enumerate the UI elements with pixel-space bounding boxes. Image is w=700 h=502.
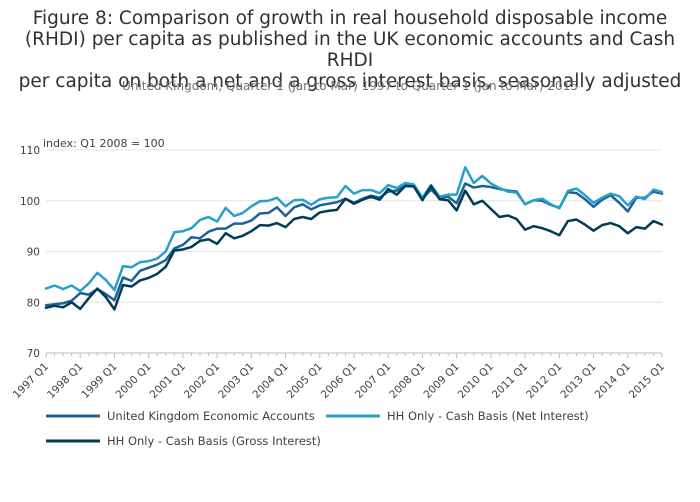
legend-item-2: HH Only - Cash Basis (Net Interest) — [326, 409, 589, 423]
x-tick-label: 2000 Q1 — [113, 361, 153, 401]
chart-title-line-3: per capita on both a net and a gross int… — [18, 71, 682, 92]
y-tick-label: 110 — [20, 145, 40, 157]
x-tick-label: 2006 Q1 — [319, 361, 359, 401]
x-tick-label: 2002 Q1 — [182, 361, 222, 401]
series-lines — [44, 166, 664, 311]
x-tick-label: 2009 Q1 — [421, 361, 461, 401]
chart-title: Figure 8: Comparison of growth in real h… — [0, 8, 700, 92]
x-tick-label: 2012 Q1 — [524, 361, 564, 401]
y-tick-label: 90 — [27, 247, 40, 259]
chart-title-line-1: Figure 8: Comparison of growth in real h… — [32, 8, 668, 29]
series-line-3 — [44, 184, 664, 311]
x-tick-label: 2010 Q1 — [456, 361, 496, 401]
x-tick-label: 2015 Q1 — [627, 361, 667, 401]
chart-subtitle: United Kingdom, Quarter 1 (Jan to Mar) 1… — [122, 79, 578, 93]
legend-label: HH Only - Cash Basis (Gross Interest) — [107, 434, 321, 448]
x-tick-label: 2007 Q1 — [353, 361, 393, 401]
legend-item-1: United Kingdom Economic Accounts — [46, 409, 315, 423]
series-line-2 — [44, 166, 664, 293]
chart-title-line-2: (RHDI) per capita as published in the UK… — [24, 29, 676, 71]
y-tick-label: 100 — [20, 196, 40, 208]
series-line-1 — [44, 182, 664, 307]
legend-label: United Kingdom Economic Accounts — [107, 409, 315, 423]
legend-label: HH Only - Cash Basis (Net Interest) — [387, 409, 589, 423]
gridlines — [46, 149, 662, 354]
x-tick-label: 2011 Q1 — [490, 361, 530, 401]
x-tick-label: 1999 Q1 — [79, 361, 119, 401]
x-tick-label: 1997 Q1 — [11, 361, 51, 401]
x-tick-label: 2013 Q1 — [558, 361, 598, 401]
legend-item-3: HH Only - Cash Basis (Gross Interest) — [46, 434, 321, 448]
x-tick-label: 2008 Q1 — [387, 361, 427, 401]
x-tick-label: 2004 Q1 — [250, 361, 290, 401]
x-tick-label: 2003 Q1 — [216, 361, 256, 401]
y-tick-label: 70 — [27, 348, 40, 360]
x-tick-label: 2014 Q1 — [593, 361, 633, 401]
x-tick-label: 2001 Q1 — [148, 361, 188, 401]
y-axis-label: index: Q1 2008 = 100 — [43, 137, 165, 150]
x-tick-label: 1998 Q1 — [45, 361, 85, 401]
x-tick-label: 2005 Q1 — [285, 361, 325, 401]
legend: United Kingdom Economic Accounts HH Only … — [46, 409, 589, 448]
y-tick-label: 80 — [27, 297, 40, 309]
